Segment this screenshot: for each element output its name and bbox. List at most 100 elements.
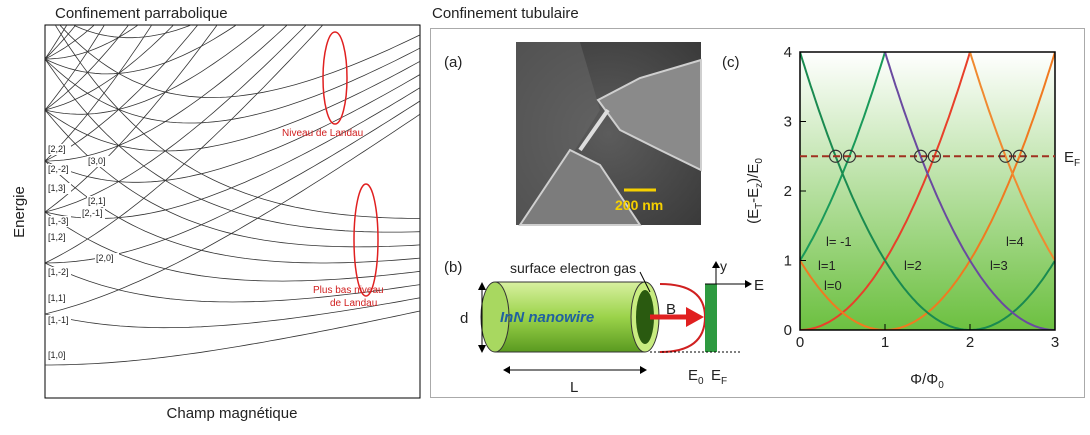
sem-region <box>516 42 600 225</box>
level-label: [1,-2] <box>48 267 69 277</box>
level-curve <box>45 25 153 162</box>
plot-x-label: Φ/Φ0 <box>910 371 944 391</box>
level-curves <box>45 25 420 366</box>
nanowire-core <box>636 290 654 344</box>
plot-axes: 0 1 2 3 0 1 2 3 4 l= -1 l=1 l=0 l=2 l=3 l=4 <box>784 44 1060 351</box>
text-part: Φ/Φ <box>910 371 938 388</box>
left-x-label: Champ magnétique <box>167 405 298 422</box>
x-tick-label: 3 <box>1051 334 1059 351</box>
level-curve <box>45 58 420 233</box>
annotation: Plus bas niveau <box>313 285 384 296</box>
level-label: [2,2] <box>48 144 66 154</box>
subscript: F <box>1074 158 1080 169</box>
label: surface electron gas <box>510 260 636 276</box>
level-curve <box>45 25 175 111</box>
label-bg <box>47 350 71 361</box>
y-tick-label: 3 <box>784 114 792 131</box>
crossing-marker <box>999 149 1013 163</box>
subscript: F <box>721 376 727 387</box>
subscript: 0 <box>698 376 704 387</box>
field-arrowhead <box>686 307 704 327</box>
arrowhead <box>745 280 752 288</box>
crossing-marker <box>1012 149 1026 163</box>
label: y <box>720 258 727 274</box>
level-curve <box>72 25 193 39</box>
level-label: [1,1] <box>48 293 66 303</box>
level-curve <box>45 25 288 162</box>
level-curve <box>45 25 307 213</box>
x-tick-label: 1 <box>881 334 889 351</box>
text-part: E <box>688 367 698 384</box>
panel-label: (c) <box>722 54 740 71</box>
level-curve <box>45 25 199 162</box>
curve-label: l= -1 <box>826 234 852 249</box>
sem-electrode <box>518 148 642 226</box>
text-part: (E <box>745 209 762 224</box>
level-label: [1,-3] <box>48 216 69 226</box>
right-title: Confinement tubulaire <box>432 5 579 22</box>
crossing-marker <box>914 149 928 163</box>
level-label: [2,-2] <box>48 164 69 174</box>
label-bg <box>81 208 105 219</box>
subscript: 0 <box>754 158 765 164</box>
scale-bar-label: 200 nm <box>615 197 663 213</box>
subscript: T <box>754 203 765 209</box>
plot-background <box>800 52 1055 330</box>
level-curve <box>45 74 420 183</box>
label-bg <box>47 267 71 278</box>
annotation: de Landau <box>330 298 377 309</box>
label-bg <box>87 156 111 167</box>
level-curve <box>45 262 420 303</box>
level-curve <box>45 60 420 152</box>
level-label: [1,2] <box>48 232 66 242</box>
pointer <box>639 271 651 293</box>
panel-label: (b) <box>444 259 462 276</box>
panel-label: (a) <box>444 54 462 71</box>
label-bg <box>47 144 71 155</box>
left-y-label: Energie <box>11 186 28 238</box>
level-curve <box>45 310 420 366</box>
x-tick-label: 2 <box>966 334 974 351</box>
text-part: )/E <box>745 164 762 183</box>
left-title: Confinement parrabolique <box>55 5 228 22</box>
arrowhead <box>712 261 720 268</box>
label-bg <box>47 216 71 227</box>
level-curve <box>45 113 420 315</box>
level-curve <box>59 25 420 98</box>
label: E <box>754 277 764 294</box>
text-part: -E <box>745 188 762 203</box>
level-label: [1,0] <box>48 350 66 360</box>
dispersion-curve <box>883 52 1055 330</box>
y-tick-label: 0 <box>784 322 792 339</box>
level-label: [1,3] <box>48 183 66 193</box>
label: B <box>666 301 676 318</box>
curve-label: l=0 <box>824 278 842 293</box>
plot-y-label: (ET-Ez)/E0 <box>745 158 765 224</box>
level-labels: [2,2] [3,0] [2,-2] [1,3] [2,1] [2,-1] [1,-3] [1… <box>47 144 119 361</box>
subscript: z <box>754 183 765 188</box>
level-curve <box>45 297 420 329</box>
curve-label: l=3 <box>990 258 1008 273</box>
level-curve <box>45 47 420 124</box>
label-bg <box>87 196 111 207</box>
label-bg <box>95 253 119 264</box>
level-label: [2,-1] <box>82 208 103 218</box>
sem-electrode <box>596 58 702 172</box>
y-tick-label: 2 <box>784 183 792 200</box>
level-label: [1,-1] <box>48 315 69 325</box>
fermi-label: EF <box>1064 149 1080 169</box>
level-curve <box>54 25 420 219</box>
level-curve <box>45 25 266 115</box>
dispersion-curve <box>968 52 1055 262</box>
level-curve <box>45 87 420 219</box>
label-bg <box>47 183 71 194</box>
nanowire-body <box>495 282 645 352</box>
label: L <box>570 379 578 396</box>
level-label: [2,1] <box>88 196 106 206</box>
label: InN nanowire <box>500 309 594 326</box>
level-curve <box>45 160 420 264</box>
curve-label: l=2 <box>904 258 922 273</box>
y-tick-label: 4 <box>784 44 792 61</box>
